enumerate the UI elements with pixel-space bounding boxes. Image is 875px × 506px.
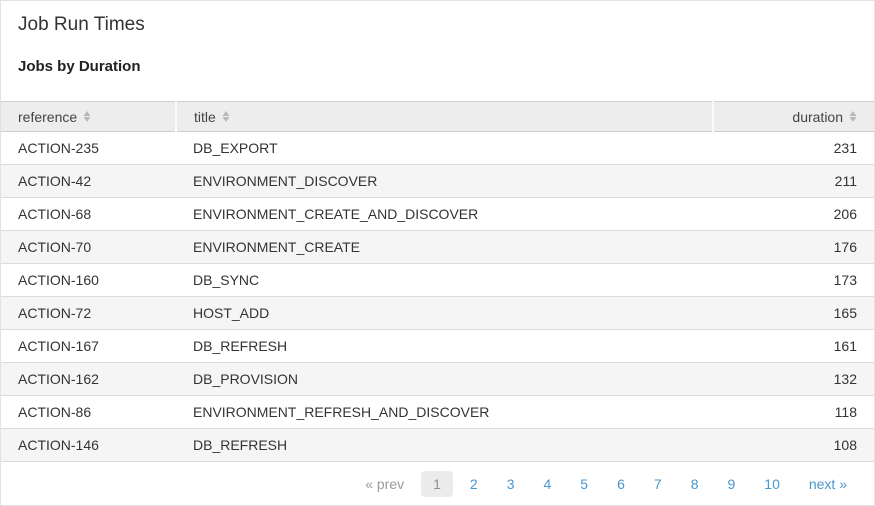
sort-icon xyxy=(83,111,91,122)
column-label-reference: reference xyxy=(18,108,78,125)
cell-duration: 165 xyxy=(713,296,874,330)
pagination-page[interactable]: 6 xyxy=(617,475,625,492)
cell-duration: 173 xyxy=(713,263,874,297)
cell-title: DB_REFRESH xyxy=(176,428,713,462)
cell-reference: ACTION-86 xyxy=(1,395,176,429)
cell-duration: 211 xyxy=(713,164,874,198)
header-row: reference title xyxy=(1,101,874,132)
cell-duration: 231 xyxy=(713,131,874,165)
cell-duration: 206 xyxy=(713,197,874,231)
cell-duration: 118 xyxy=(713,395,874,429)
cell-reference: ACTION-167 xyxy=(1,329,176,363)
pagination-page[interactable]: 9 xyxy=(727,475,736,492)
table-row: ACTION-72 HOST_ADD 165 xyxy=(1,296,874,330)
column-label-duration: duration xyxy=(792,108,843,125)
cell-reference: ACTION-162 xyxy=(1,362,176,396)
pagination-page[interactable]: 4 xyxy=(543,475,552,492)
pagination-page[interactable]: 2 xyxy=(469,475,478,492)
cell-title: DB_EXPORT xyxy=(176,131,713,165)
cell-duration: 176 xyxy=(713,230,874,264)
table-footer: « prev 1 2 3 4 5 xyxy=(1,462,874,505)
jobs-table-header: reference title xyxy=(1,101,874,132)
pagination: « prev 1 2 3 4 5 xyxy=(348,470,859,497)
cell-reference: ACTION-146 xyxy=(1,428,176,462)
table-row: ACTION-235 DB_EXPORT 231 xyxy=(1,131,874,165)
cell-title: ENVIRONMENT_DISCOVER xyxy=(176,164,713,198)
pagination-page[interactable]: 1 xyxy=(421,470,453,497)
cell-title: ENVIRONMENT_CREATE_AND_DISCOVER xyxy=(176,197,713,231)
column-header-duration[interactable]: duration xyxy=(713,101,874,132)
sort-icon xyxy=(222,111,230,122)
pagination-page[interactable]: 3 xyxy=(506,475,515,492)
column-label-title: title xyxy=(194,108,216,125)
pagination-page[interactable]: 10 xyxy=(764,475,780,492)
cell-duration: 132 xyxy=(713,362,874,396)
page-title: Job Run Times xyxy=(18,14,145,35)
cell-reference: ACTION-68 xyxy=(1,197,176,231)
pagination-page[interactable]: 8 xyxy=(690,475,699,492)
pagination-next[interactable]: next » xyxy=(808,475,847,492)
cell-reference: ACTION-235 xyxy=(1,131,176,165)
cell-title: ENVIRONMENT_CREATE xyxy=(176,230,713,264)
pagination-page[interactable]: 5 xyxy=(580,475,589,492)
page-subtitle: Jobs by Duration xyxy=(18,58,141,75)
jobs-table: reference title xyxy=(1,101,874,462)
column-header-title[interactable]: title xyxy=(176,101,714,132)
table-row: ACTION-167 DB_REFRESH 161 xyxy=(1,329,874,363)
cell-reference: ACTION-72 xyxy=(1,296,176,330)
table-row: ACTION-42 ENVIRONMENT_DISCOVER 211 xyxy=(1,164,874,198)
jobs-table-body: ACTION-235 DB_EXPORT 231 ACTION-42 ENVIR… xyxy=(1,131,874,462)
table-row: ACTION-162 DB_PROVISION 132 xyxy=(1,362,874,396)
titlebar: Job Run Times Jobs by Duration xyxy=(1,1,874,76)
column-header-reference[interactable]: reference xyxy=(1,101,177,132)
cell-title: DB_REFRESH xyxy=(176,329,713,363)
pagination-prev[interactable]: « prev xyxy=(365,475,405,492)
table-row: ACTION-160 DB_SYNC 173 xyxy=(1,263,874,297)
table-row: ACTION-86 ENVIRONMENT_REFRESH_AND_DISCOV… xyxy=(1,395,874,429)
cell-duration: 161 xyxy=(713,329,874,363)
cell-reference: ACTION-160 xyxy=(1,263,176,297)
table-row: ACTION-70 ENVIRONMENT_CREATE 176 xyxy=(1,230,874,264)
pagination-page[interactable]: 7 xyxy=(653,475,662,492)
cell-title: DB_PROVISION xyxy=(176,362,713,396)
sort-icon xyxy=(849,111,857,122)
cell-title: ENVIRONMENT_REFRESH_AND_DISCOVER xyxy=(176,395,713,429)
table-row: ACTION-146 DB_REFRESH 108 xyxy=(1,428,874,462)
cell-title: DB_SYNC xyxy=(176,263,713,297)
cell-title: HOST_ADD xyxy=(176,296,713,330)
table-row: ACTION-68 ENVIRONMENT_CREATE_AND_DISCOVE… xyxy=(1,197,874,231)
cell-duration: 108 xyxy=(713,428,874,462)
cell-reference: ACTION-42 xyxy=(1,164,176,198)
cell-reference: ACTION-70 xyxy=(1,230,176,264)
